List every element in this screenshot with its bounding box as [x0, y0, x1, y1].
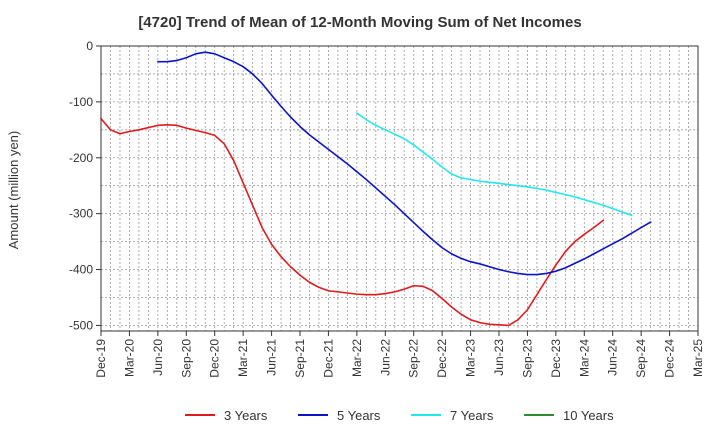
plot-background — [101, 46, 698, 331]
x-tick-label: Jun-20 — [151, 339, 165, 376]
legend-label: 3 Years — [224, 408, 268, 423]
x-tick-label: Mar-24 — [577, 339, 591, 377]
series-lines — [100, 51, 652, 327]
x-tick-label: Sep-23 — [520, 339, 534, 378]
legend-label: 5 Years — [337, 408, 381, 423]
plot-frame — [100, 45, 699, 332]
x-tick-label: Mar-23 — [464, 339, 478, 377]
x-tick-label: Sep-22 — [407, 339, 421, 378]
y-tick-label: 0 — [86, 39, 93, 53]
x-axis-ticks: Dec-19 Mar-20 Jun-20 Sep-20 Dec-20 Mar-21 Jun-… — [94, 331, 705, 378]
series-line-5-years — [157, 51, 652, 276]
x-tick-label: Sep-24 — [634, 339, 648, 378]
x-tick-label: Mar-22 — [350, 339, 364, 377]
legend-label: 7 Years — [450, 408, 494, 423]
y-tick-label: -300 — [69, 207, 93, 221]
x-tick-label: Sep-20 — [179, 339, 193, 378]
chart-title: [4720] Trend of Mean of 12-Month Moving … — [138, 14, 582, 31]
x-tick-label: Dec-21 — [321, 339, 335, 378]
x-tick-label: Jun-22 — [378, 339, 392, 376]
x-tick-label: Dec-20 — [208, 339, 222, 378]
y-axis-label: Amount (million yen) — [6, 131, 21, 250]
grid — [101, 45, 698, 331]
series-line-3-years — [100, 117, 605, 327]
y-tick-label: -200 — [69, 151, 93, 165]
y-tick-label: -100 — [69, 95, 93, 109]
x-tick-label: Mar-20 — [122, 339, 136, 377]
x-tick-label: Sep-21 — [293, 339, 307, 378]
y-tick-label: -400 — [69, 263, 93, 277]
x-tick-label: Jun-21 — [265, 339, 279, 376]
x-tick-label: Dec-19 — [94, 339, 108, 378]
x-tick-label: Jun-23 — [492, 339, 506, 376]
x-tick-label: Dec-24 — [663, 339, 677, 378]
x-tick-label: Mar-21 — [236, 339, 250, 377]
x-tick-label: Jun-24 — [606, 339, 620, 376]
x-tick-label: Mar-25 — [691, 339, 705, 377]
y-tick-label: -500 — [69, 318, 93, 332]
series-line-7-years — [356, 112, 633, 217]
legend-label: 10 Years — [563, 408, 614, 423]
legend: 3 Years 5 Years 7 Years 10 Years — [185, 408, 614, 423]
y-axis-ticks: 0 -100 -200 -300 -400 -500 — [69, 39, 101, 332]
x-tick-label: Dec-23 — [549, 339, 563, 378]
x-tick-label: Dec-22 — [435, 339, 449, 378]
